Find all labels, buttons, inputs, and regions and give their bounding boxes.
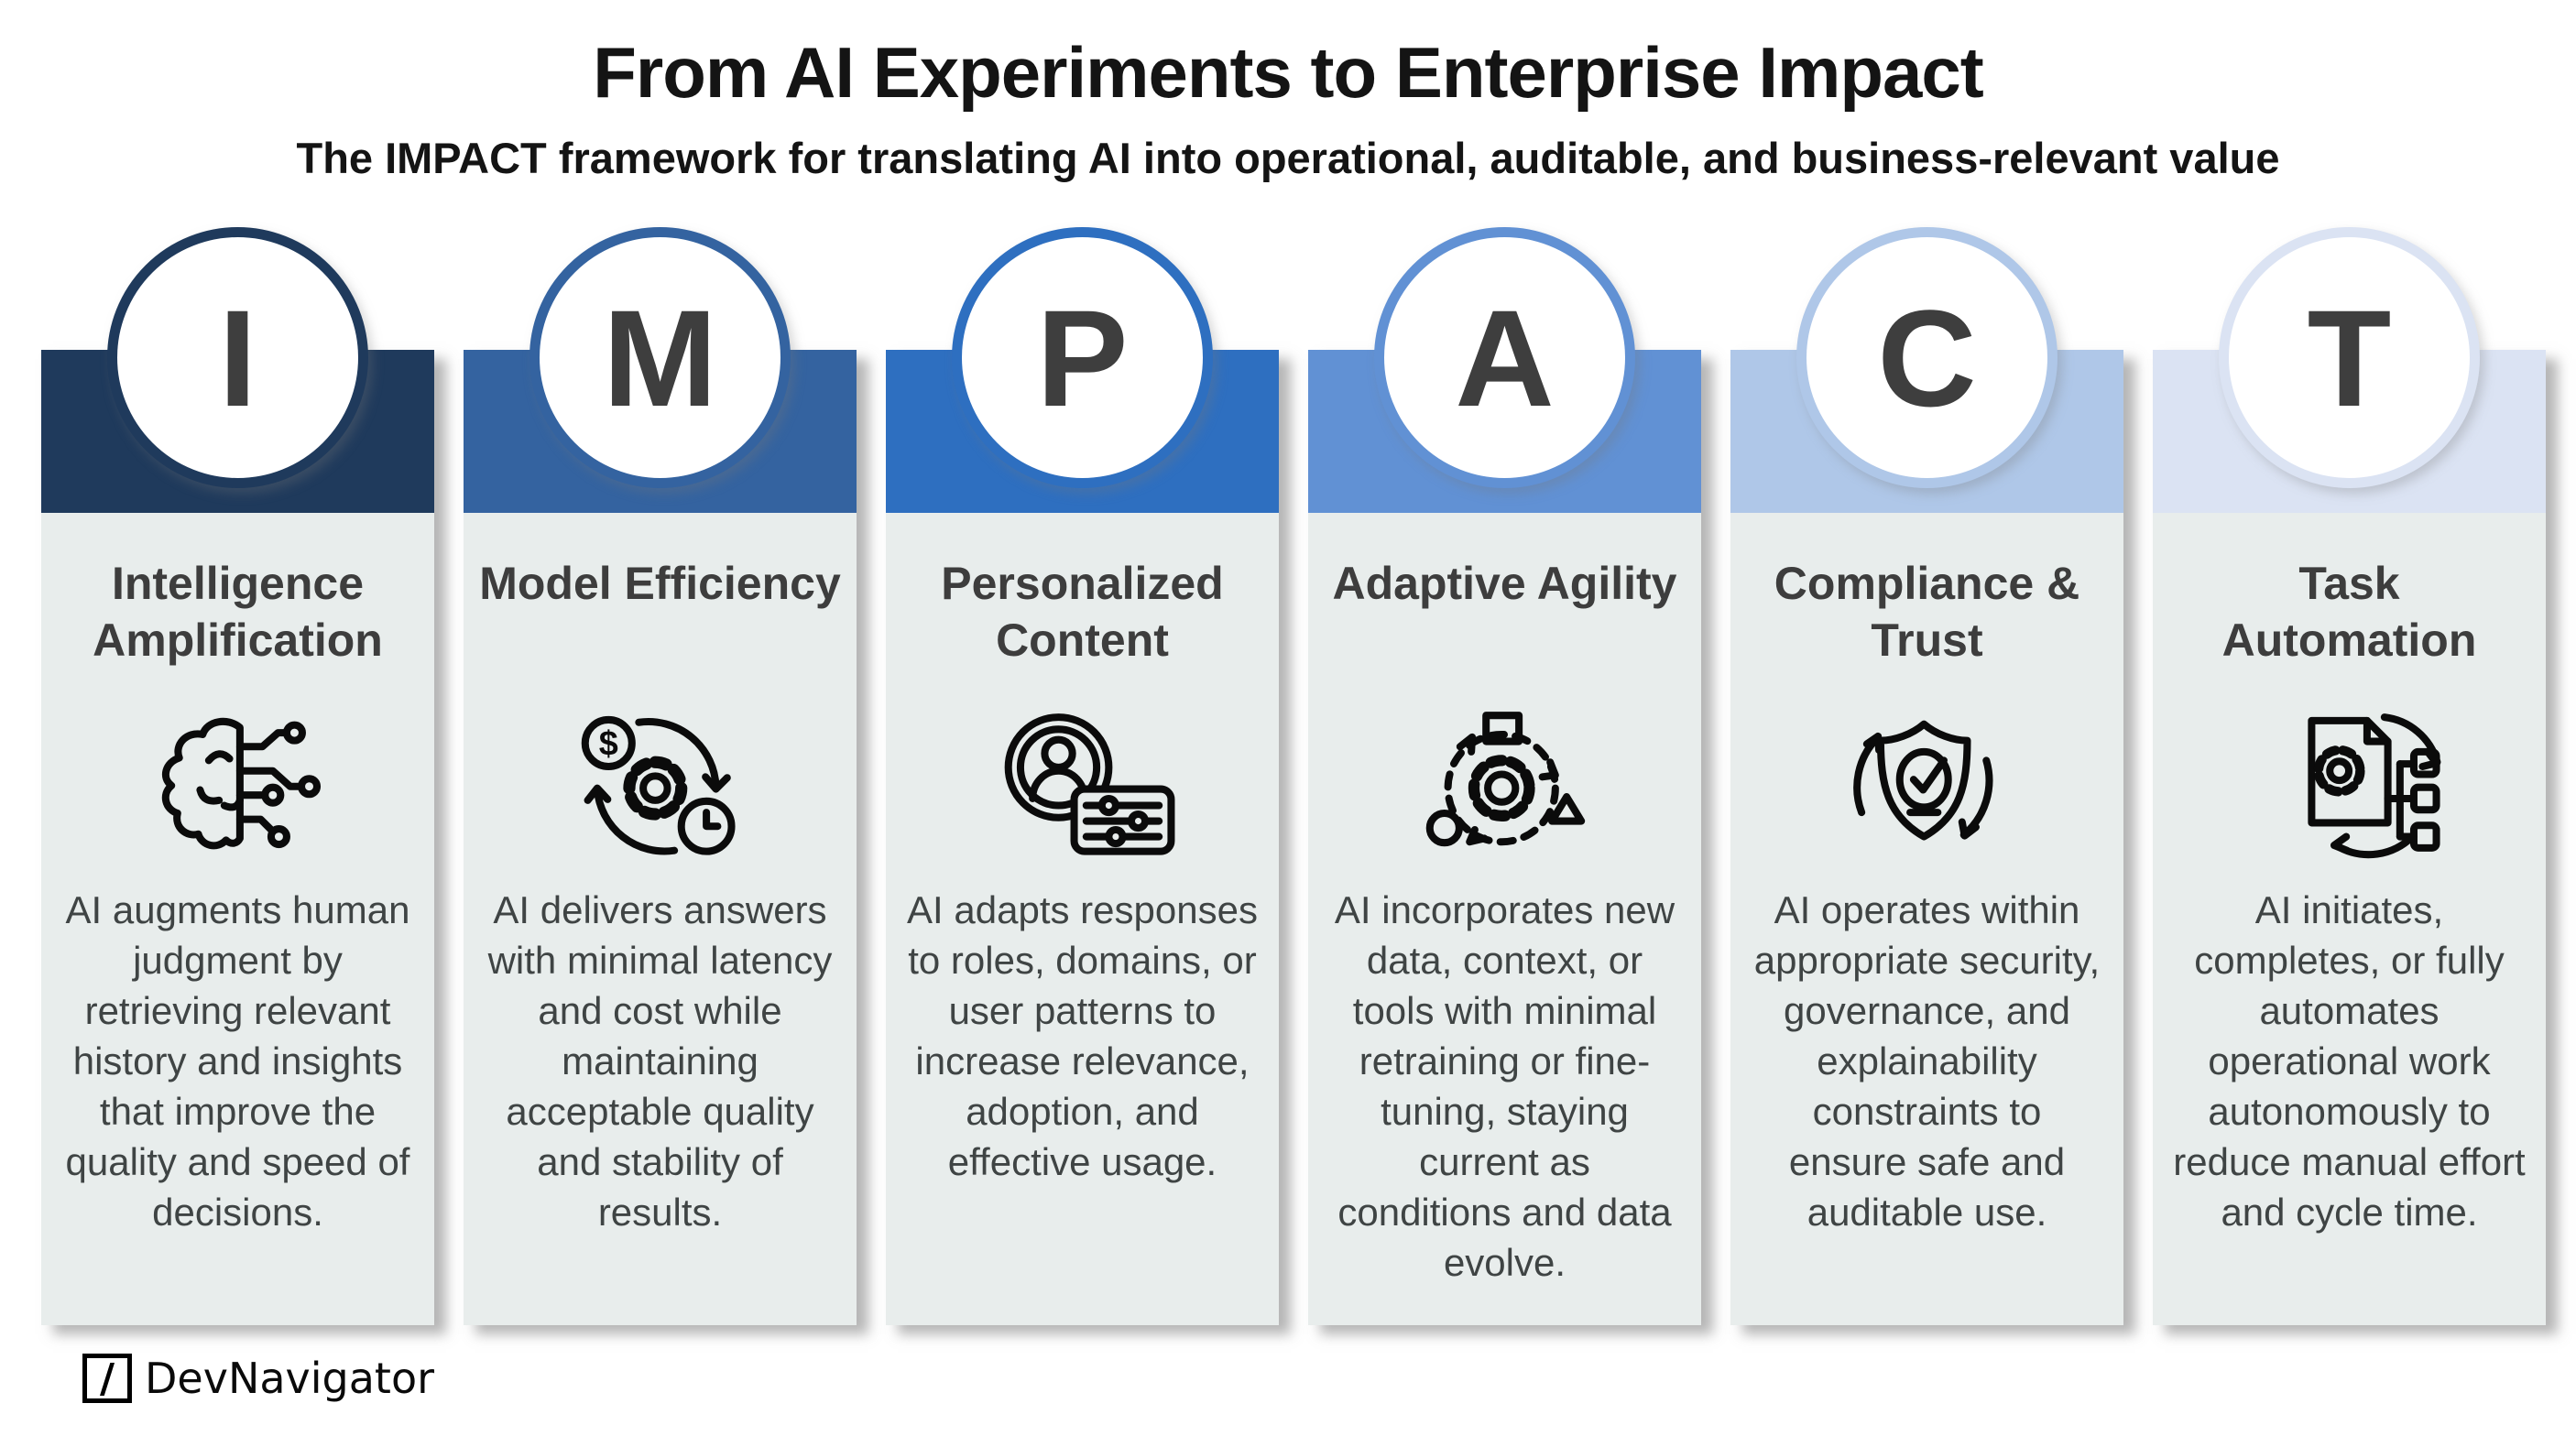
column-card-adaptive-agility: A Adaptive Agility — [1308, 227, 1701, 1325]
column-card-model-efficiency: M Model Efficiency — [464, 227, 857, 1325]
letter: P — [1036, 280, 1129, 435]
card-sheet: Model Efficiency — [464, 350, 857, 1325]
shield-check-cycle-icon — [1852, 720, 1992, 841]
card-icon-wrap: $ — [478, 685, 842, 879]
card-title: Model Efficiency — [479, 558, 841, 609]
card-icon-wrap — [2167, 685, 2531, 879]
card-body: Personalized Content — [886, 513, 1279, 1325]
page-subtitle: The IMPACT framework for translating AI … — [296, 134, 2280, 182]
letter: I — [218, 280, 257, 435]
card-body: Compliance & Trust — [1730, 513, 2123, 1325]
card-sheet: Compliance & Trust — [1730, 350, 2123, 1325]
letter-badge: A — [1374, 227, 1635, 488]
dollar-gear-clock-cycle-icon: $ — [581, 715, 736, 855]
card-title: Adaptive Agility — [1332, 558, 1677, 609]
card-title: Task Automation — [2221, 558, 2477, 666]
card-icon-wrap — [1323, 685, 1686, 879]
document-gear-flowchart-icon — [2307, 713, 2441, 859]
page-title: From AI Experiments to Enterprise Impact — [593, 32, 1984, 113]
card-description: AI initiates, completes, or fully automa… — [2173, 888, 2526, 1235]
letter: C — [1877, 280, 1977, 435]
letter-badge: I — [107, 227, 368, 488]
card-body: Intelligence Amplification — [41, 513, 434, 1325]
card-body: Adaptive Agility — [1308, 513, 1701, 1325]
impact-columns: I Intelligence Amplification — [41, 227, 2546, 1325]
footer-brand: / DevNavigator — [82, 1354, 434, 1403]
card-title: Personalized Content — [941, 558, 1224, 666]
letter-badge: C — [1796, 227, 2058, 488]
card-body: Model Efficiency — [464, 513, 857, 1325]
card-description: AI augments human judgment by retrieving… — [65, 888, 410, 1235]
letter: T — [2307, 280, 2392, 435]
gear-shapes-cycle-icon — [1425, 712, 1585, 847]
card-sheet: Personalized Content — [886, 350, 1279, 1325]
column-card-task-automation: T Task Automation — [2153, 227, 2546, 1325]
card-sheet: Intelligence Amplification — [41, 350, 434, 1325]
card-title: Compliance & Trust — [1774, 558, 2080, 666]
letter-badge: P — [952, 227, 1213, 488]
card-icon-wrap — [901, 685, 1264, 879]
card-sheet: Adaptive Agility — [1308, 350, 1701, 1325]
card-description: AI delivers answers with minimal latency… — [487, 888, 833, 1235]
card-icon-wrap — [56, 685, 420, 879]
card-body: Task Automation — [2153, 513, 2546, 1325]
column-card-intelligence-amplification: I Intelligence Amplification — [41, 227, 434, 1325]
card-icon-wrap — [1745, 685, 2109, 879]
card-description: AI incorporates new data, context, or to… — [1334, 888, 1675, 1285]
brain-circuit-icon — [161, 717, 321, 850]
slash-logo-icon: / — [82, 1354, 132, 1403]
letter: A — [1455, 280, 1555, 435]
card-description: AI adapts responses to roles, domains, o… — [907, 888, 1258, 1184]
svg-text:$: $ — [598, 725, 617, 764]
letter-badge: T — [2219, 227, 2480, 488]
card-sheet: Task Automation — [2153, 350, 2546, 1325]
page-header: From AI Experiments to Enterprise Impact… — [0, 31, 2576, 183]
user-profile-settings-icon — [1004, 713, 1174, 855]
card-title: Intelligence Amplification — [93, 558, 383, 666]
letter: M — [603, 280, 717, 435]
brand-text: DevNavigator — [145, 1354, 435, 1403]
letter-badge: M — [529, 227, 791, 488]
card-description: AI operates within appropriate security,… — [1753, 888, 2101, 1235]
column-card-compliance-trust: C Compliance & Trust — [1730, 227, 2123, 1325]
column-card-personalized-content: P Personalized Content — [886, 227, 1279, 1325]
